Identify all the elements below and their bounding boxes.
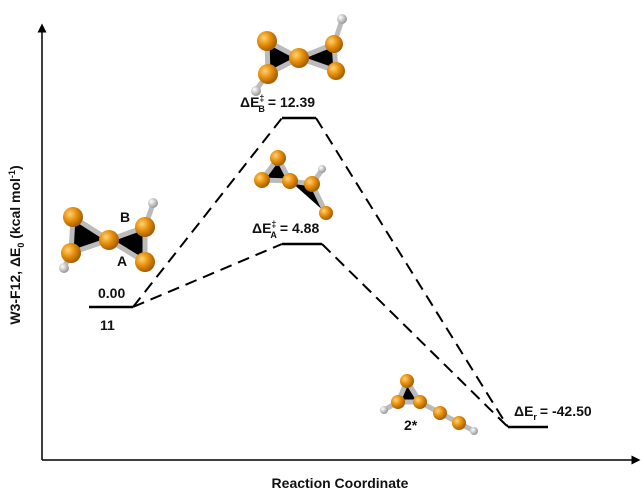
text-part: = 4.88 <box>280 220 320 236</box>
atom <box>254 172 270 188</box>
atom-label: B <box>120 209 130 225</box>
text-part: (kcal mol <box>7 178 23 243</box>
text-part: = -42.50 <box>540 403 592 419</box>
axes: Reaction Coordinate W3-F12, ΔE0 (kcal mo… <box>7 28 636 491</box>
text-part: ) <box>7 165 23 170</box>
text-part: ‡ <box>271 219 276 229</box>
atom <box>251 86 261 96</box>
atom <box>433 406 447 420</box>
atom <box>327 62 345 80</box>
text-part: r <box>533 412 537 422</box>
text-part: ΔE <box>514 403 533 419</box>
atom <box>270 150 286 166</box>
species-label: 11 <box>100 317 115 333</box>
atom <box>325 35 343 53</box>
atom <box>135 252 155 272</box>
text-part: A <box>270 230 277 240</box>
atom <box>391 395 405 409</box>
atom <box>61 243 81 263</box>
species-label: 2* <box>404 417 418 433</box>
text-part: ‡ <box>259 93 264 103</box>
atom <box>380 406 388 414</box>
level-label: ΔEr= -42.50 <box>514 403 592 422</box>
text-part: B <box>258 104 265 114</box>
text-part: = 12.39 <box>268 94 315 110</box>
atom <box>289 48 309 68</box>
atom <box>282 173 298 189</box>
level-label: ΔE‡B= 12.39 <box>240 93 315 114</box>
molecule-11 <box>59 198 158 273</box>
atom <box>257 31 277 51</box>
atom <box>99 230 119 250</box>
text-part: ΔE <box>240 94 259 110</box>
level-label: ΔE‡A= 4.88 <box>252 219 319 240</box>
pathway <box>133 118 508 427</box>
atom <box>337 14 347 24</box>
text-part: W3-F12, ΔE <box>7 248 23 325</box>
atom <box>258 64 278 84</box>
atom <box>318 165 326 173</box>
atom <box>304 176 320 192</box>
atom <box>413 395 427 409</box>
atom <box>63 207 83 227</box>
text-part: ΔE <box>252 220 271 236</box>
atom <box>59 263 69 273</box>
x-axis-label: Reaction Coordinate <box>272 475 409 491</box>
atom <box>319 206 333 220</box>
energy-diagram: Reaction Coordinate W3-F12, ΔE0 (kcal mo… <box>0 0 641 493</box>
atom <box>148 198 158 208</box>
level-value: 0.00 <box>98 285 125 301</box>
molecule-ts-b <box>251 14 347 96</box>
levels <box>89 118 548 427</box>
atom <box>135 217 155 237</box>
atom <box>470 427 478 435</box>
atom <box>452 416 466 430</box>
y-axis-label: W3-F12, ΔE0 (kcal mol-1) <box>7 165 26 324</box>
atom-label: A <box>117 253 127 269</box>
atom <box>400 374 414 388</box>
text-part: -1 <box>7 170 17 178</box>
molecule-ts-a <box>254 150 333 220</box>
